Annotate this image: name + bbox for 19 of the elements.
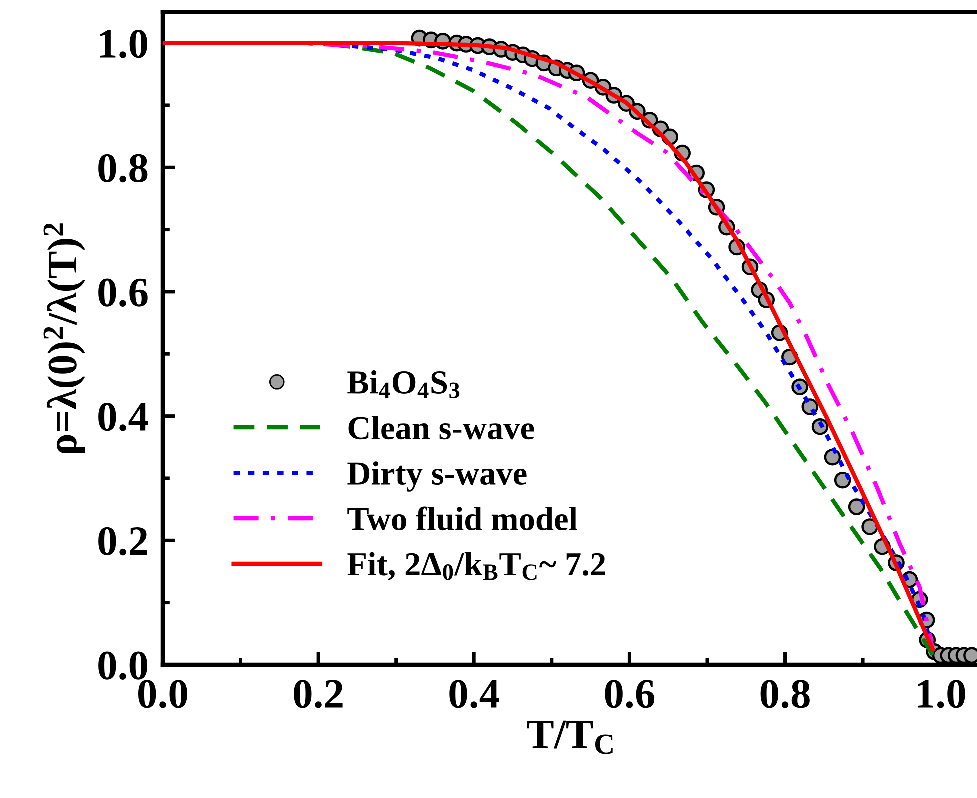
x-tick-label: 0.6 bbox=[605, 680, 655, 708]
legend-label: Dirty s-wave bbox=[348, 462, 527, 492]
y-tick-label: 1.0 bbox=[100, 30, 148, 58]
x-tick-label: 0.2 bbox=[294, 680, 343, 708]
x-axis-title: T/T$_{C}$ bbox=[527, 720, 613, 754]
y-tick-label: 0.4 bbox=[98, 403, 148, 432]
x-tick-label: 0.0 bbox=[138, 680, 188, 708]
y-axis-title: ρ=λ(0)$^{2}$/λ(T)$^{2}$ bbox=[44, 224, 86, 454]
x-tick-label: 0.8 bbox=[760, 680, 810, 708]
legend-label: Fit, 2Δ$_{0}$/k$_{B}$T$_{C}$~ 7.2 bbox=[348, 552, 606, 581]
legend-label: Clean s-wave bbox=[348, 416, 534, 440]
y-tick-label: 0.0 bbox=[98, 652, 148, 680]
x-tick-label: 0.4 bbox=[450, 680, 500, 708]
y-tick-label: 0.2 bbox=[98, 527, 148, 556]
legend-label: Bi$_{4}$O$_{4}$S$_{3}$ bbox=[348, 370, 460, 398]
y-tick-label: 0.6 bbox=[98, 278, 148, 308]
y-tick-label: 0.8 bbox=[98, 154, 148, 183]
x-tick-label: 1.0 bbox=[918, 680, 966, 708]
legend-label: Two fluid model bbox=[348, 506, 578, 531]
